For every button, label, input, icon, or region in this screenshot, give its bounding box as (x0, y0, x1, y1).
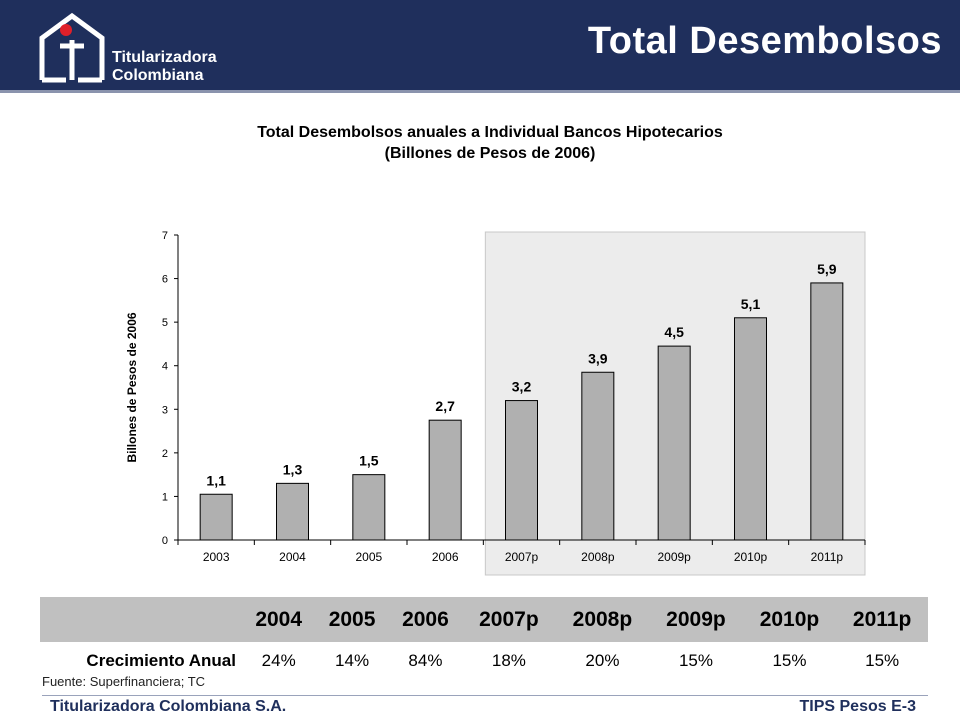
titularizadora-logo: Titularizadora Colombiana (39, 12, 217, 84)
footer-divider (42, 695, 928, 696)
growth-table-cell-4: 20% (585, 651, 620, 670)
data-label-2003: 1,1 (206, 472, 226, 488)
footer-slide-id: TIPS Pesos E-3 (799, 698, 917, 715)
growth-table-header-row: 2004 2005 2006 2007p 2008p 2009p 2010p 2011p (40, 597, 928, 642)
data-label-2008p: 3,9 (588, 350, 608, 366)
data-label-2007p: 3,2 (512, 379, 532, 395)
growth-table-header-0: 2004 (242, 597, 316, 642)
bar-2006 (428, 419, 462, 541)
bar-2003 (199, 493, 233, 541)
data-label-2005: 1,5 (359, 453, 379, 469)
x-tick-label-2006: 2006 (432, 550, 459, 564)
bar-2011p (810, 282, 844, 541)
y-tick-label: 4 (162, 361, 168, 373)
growth-table-cell-0: 24% (261, 651, 296, 670)
y-axis-title: Billones de Pesos de 2006 (125, 312, 139, 462)
x-tick-label-2007p: 2007p (505, 550, 539, 564)
chart-title-line1: Total Desembolsos anuales a Individual B… (257, 124, 723, 141)
chart-title-line2: (Billones de Pesos de 2006) (384, 145, 596, 162)
growth-table-cell-6: 15% (772, 651, 807, 670)
growth-table-header-4: 2008p (555, 597, 650, 642)
bar-2005 (352, 474, 386, 541)
y-tick-label: 1 (162, 491, 168, 503)
growth-table: 2004 2005 2006 2007p 2008p 2009p 2010p 2011p Cr… (40, 597, 928, 680)
x-tick-label-2011p: 2011p (811, 550, 844, 564)
growth-table-header-5: 2009p (649, 597, 743, 642)
y-tick-label: 3 (162, 404, 168, 416)
bar-2004 (276, 482, 309, 541)
x-tick-label-2010p: 2010p (734, 550, 768, 564)
data-label-2009p: 4,5 (664, 324, 684, 340)
growth-table-cell-3: 18% (491, 651, 526, 670)
growth-table-cell-7: 15% (865, 651, 900, 670)
brand-line2: Colombiana (112, 67, 204, 84)
growth-table-cell-2: 84% (408, 651, 443, 670)
growth-table-header-3: 2007p (462, 597, 556, 642)
y-tick-label: 6 (162, 274, 168, 286)
x-tick-label-2004: 2004 (279, 550, 306, 564)
x-tick-label-2005: 2005 (355, 550, 382, 564)
growth-table-cell-1: 14% (335, 651, 370, 670)
header-bar: Titularizadora Colombiana Total Desembol… (0, 0, 960, 90)
header-divider (0, 90, 960, 93)
y-tick-label: 2 (162, 448, 168, 460)
y-tick-label: 0 (162, 535, 168, 547)
footer-company: Titularizadora Colombiana S.A. (50, 698, 287, 715)
brand-line1: Titularizadora (112, 49, 217, 66)
page-title: Total Desembolsos (587, 20, 942, 62)
bar-2009p (657, 345, 691, 541)
y-tick-label: 7 (162, 230, 168, 242)
growth-table-cell-5: 15% (678, 651, 713, 670)
bar-2008p (581, 371, 615, 541)
data-label-2010p: 5,1 (741, 296, 761, 312)
growth-table-header-6: 2010p (742, 597, 837, 642)
source-note: Fuente: Superfinanciera; TC (42, 674, 206, 689)
x-tick-label-2003: 2003 (203, 550, 230, 564)
growth-table-row: Crecimiento Anual 24% 14% 84% 18% 20% 15% 15% 1… (40, 642, 928, 680)
x-tick-label-2009p: 2009p (657, 550, 691, 564)
growth-table-header-7: 2011p (836, 597, 928, 642)
growth-table-header-1: 2005 (315, 597, 389, 642)
growth-row-label: Crecimiento Anual (86, 651, 236, 670)
data-label-2004: 1,3 (283, 461, 303, 477)
bar-2010p (734, 317, 767, 541)
bar-chart: 0 1 2 3 4 5 6 7 Billones de Pesos de 2006 1,1 2003… (125, 230, 866, 576)
growth-table-header-2: 2006 (388, 597, 463, 642)
x-tick-label-2008p: 2008p (581, 550, 615, 564)
growth-table-corner (40, 597, 242, 642)
y-tick-label: 5 (162, 317, 168, 329)
bar-2007p (505, 400, 538, 541)
data-label-2006: 2,7 (435, 398, 455, 414)
chart-title: Total Desembolsos anuales a Individual B… (160, 122, 820, 164)
data-label-2011p: 5,9 (817, 261, 837, 277)
